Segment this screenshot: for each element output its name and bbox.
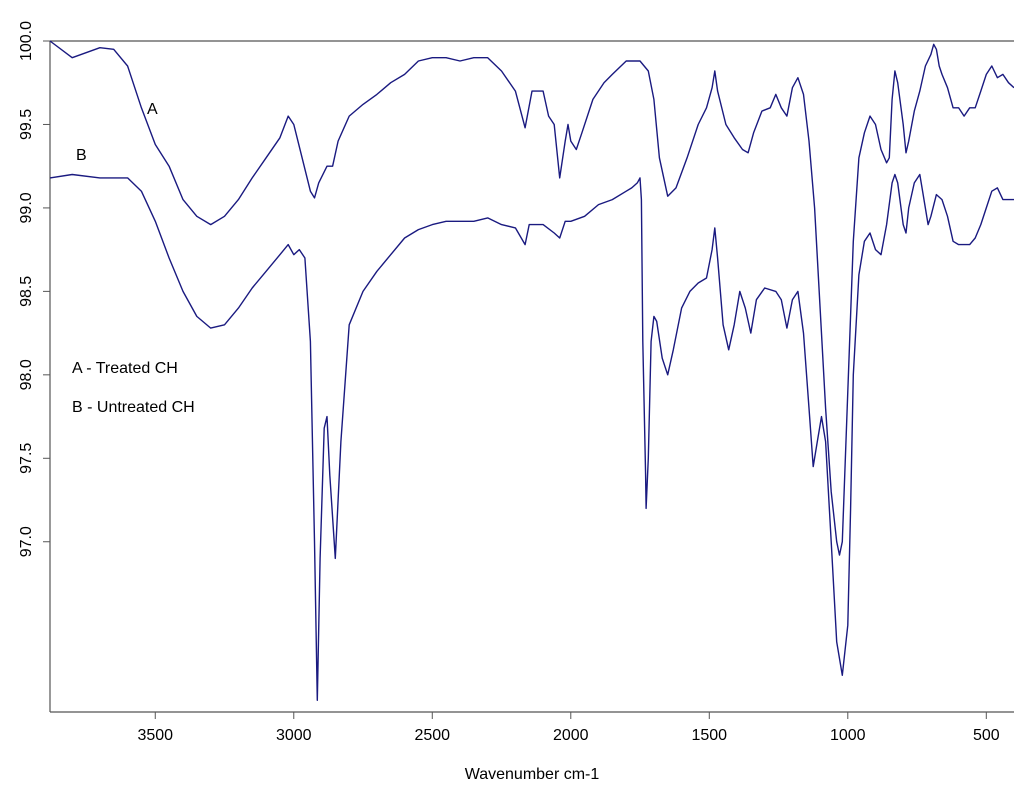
x-tick-label: 2500 [414, 727, 450, 744]
y-tick-label: 98.0 [18, 359, 35, 390]
series-layer [49, 40, 1014, 701]
x-tick-label: 1000 [830, 727, 866, 744]
x-tick-label: 500 [973, 727, 1000, 744]
y-tick-label: 99.5 [18, 109, 35, 140]
x-tick-label: 3000 [276, 727, 312, 744]
x-tick-label: 2000 [553, 727, 589, 744]
y-tick-label: 99.0 [18, 192, 35, 223]
legend-annotation-a: A - Treated CH [72, 360, 178, 377]
plot-frame [49, 40, 1014, 713]
series-a-label: A [147, 101, 158, 118]
x-ticks: 3500 3000 2500 2000 1500 1000 500 [137, 712, 1000, 744]
y-tick-label: 98.5 [18, 276, 35, 307]
x-tick-label: 1500 [691, 727, 727, 744]
y-tick-label: 97.0 [18, 526, 35, 557]
y-tick-label: 100.0 [18, 21, 35, 61]
series-line-a [49, 40, 1014, 556]
x-axis-title: Wavenumber cm-1 [465, 766, 600, 783]
series-line-b [49, 173, 1014, 701]
series-b-label: B [76, 147, 87, 164]
legend-annotation-b: B - Untreated CH [72, 399, 195, 416]
y-ticks: 97.0 97.5 98.0 98.5 99.0 99.5 100.0 [18, 21, 50, 557]
y-tick-label: 97.5 [18, 443, 35, 474]
x-tick-label: 3500 [137, 727, 173, 744]
